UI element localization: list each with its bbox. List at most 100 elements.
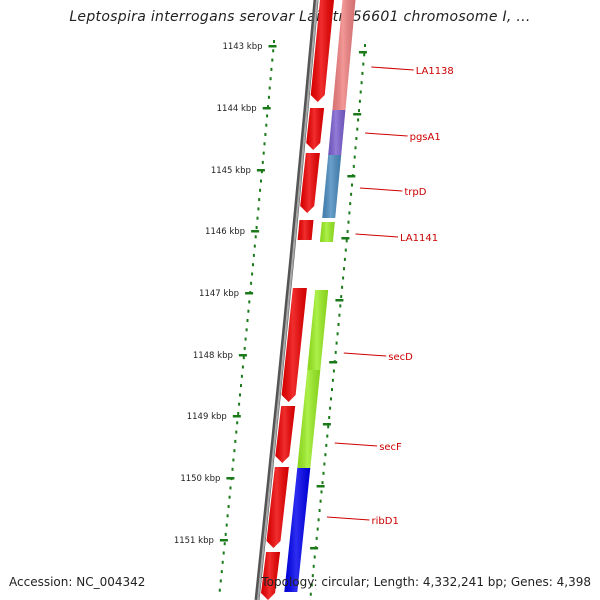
cds-block-shade [275, 406, 296, 463]
major-tick [245, 292, 254, 295]
minor-tick-right [336, 332, 339, 336]
minor-tick-right [364, 44, 366, 47]
minor-tick-left [248, 300, 251, 304]
minor-tick-left [221, 560, 224, 564]
minor-tick-right [340, 295, 343, 299]
gene-label: ribD1 [372, 516, 399, 527]
kbp-labels: 1143 kbp 1144 kbp 1145 kbp 1146 kbp 1147 kbp… [174, 42, 263, 546]
minor-tick-right [363, 53, 366, 57]
minor-tick-left [267, 105, 269, 109]
minor-tick-left [258, 198, 261, 202]
minor-tick-right [343, 257, 346, 261]
minor-tick-left [269, 77, 272, 81]
minor-tick-left [259, 188, 262, 192]
minor-tick-left [225, 523, 228, 527]
minor-tick-left [262, 151, 265, 155]
minor-tick-left [232, 458, 235, 462]
minor-tick-left [229, 486, 232, 490]
major-tick [256, 169, 265, 172]
minor-tick-right [325, 443, 328, 447]
minor-tick-right [358, 109, 360, 113]
gene-callout-line [343, 352, 387, 357]
minor-tick-right [319, 499, 322, 503]
minor-tick-right [349, 202, 352, 206]
minor-tick-left [250, 281, 253, 285]
minor-tick-left [240, 374, 243, 378]
minor-tick-right [344, 248, 347, 252]
minor-tick-right [362, 62, 365, 66]
minor-tick-left [233, 449, 236, 453]
minor-tick-right [330, 397, 332, 401]
gene-block-shade [319, 222, 335, 242]
minor-tick-left [266, 114, 269, 118]
cds-block-shade [297, 220, 314, 240]
minor-tick-right [309, 592, 312, 596]
minor-tick-left [231, 467, 234, 471]
topology-summary: Topology: circular; Length: 4,332,241 bp… [261, 575, 591, 589]
minor-tick-right [352, 164, 355, 168]
minor-tick-left [273, 40, 275, 43]
major-tick-right [347, 175, 356, 178]
minor-tick-left [227, 505, 230, 508]
minor-tick-right [313, 555, 316, 559]
minor-tick-left [257, 207, 260, 211]
gene-label: trpD [404, 187, 426, 198]
minor-tick-left [239, 393, 241, 397]
minor-tick-right [353, 155, 356, 159]
minor-tick-left [246, 319, 249, 322]
minor-tick-right [335, 341, 338, 345]
minor-tick-left [267, 95, 270, 99]
gene-block-shade [322, 155, 342, 218]
minor-tick-left [228, 495, 231, 499]
minor-tick-right [354, 146, 357, 150]
minor-tick-right [327, 425, 330, 429]
minor-tick-left [252, 253, 255, 257]
gene-callout-line [359, 187, 403, 192]
major-tick [251, 230, 260, 233]
accession-text: Accession: NC_004342 [9, 575, 146, 589]
minor-tick-right [322, 471, 325, 475]
map-title: Leptospira interrogans serovar Lai str. … [69, 9, 531, 25]
minor-tick-left [237, 412, 240, 415]
backbone-highlight [257, 0, 318, 600]
minor-tick-right [311, 574, 314, 578]
minor-tick-left [268, 86, 271, 90]
minor-tick-left [222, 551, 225, 555]
cds-block-shade [306, 108, 325, 150]
major-tick-right [358, 51, 367, 54]
minor-tick-left [264, 133, 267, 136]
gene-callout-line [334, 442, 378, 447]
cds-track [261, 0, 334, 600]
minor-tick-left [242, 356, 245, 360]
gene-label: secD [388, 352, 413, 363]
minor-tick-right [347, 220, 350, 224]
gene-block-shade [307, 290, 329, 370]
minor-tick-left [271, 58, 274, 62]
minor-tick-right [328, 416, 331, 419]
kbp-ticks [218, 40, 367, 596]
minor-tick-right [350, 192, 353, 196]
minor-tick-left [260, 170, 263, 174]
gene-callout-line [326, 516, 370, 521]
major-tick [238, 354, 247, 357]
minor-tick-right [346, 230, 349, 233]
minor-tick-left [270, 67, 273, 71]
minor-tick-right [321, 481, 324, 485]
minor-tick-right [357, 118, 360, 122]
gene-callout-line [365, 132, 408, 137]
minor-tick-left [224, 532, 227, 536]
minor-tick-right [360, 81, 363, 85]
gene-block-shade [332, 0, 356, 110]
minor-tick-right [348, 211, 351, 215]
minor-tick-left [252, 263, 254, 267]
kbp-label: 1150 kbp [180, 474, 220, 484]
gene-label: LA1138 [416, 66, 454, 77]
gene-block-shade [297, 370, 321, 468]
major-tick [262, 107, 271, 110]
cds-block-shade [281, 288, 307, 402]
minor-tick-left [238, 402, 241, 406]
minor-tick-right [315, 536, 318, 540]
minor-tick-right [332, 369, 335, 373]
minor-tick-left [244, 337, 247, 341]
